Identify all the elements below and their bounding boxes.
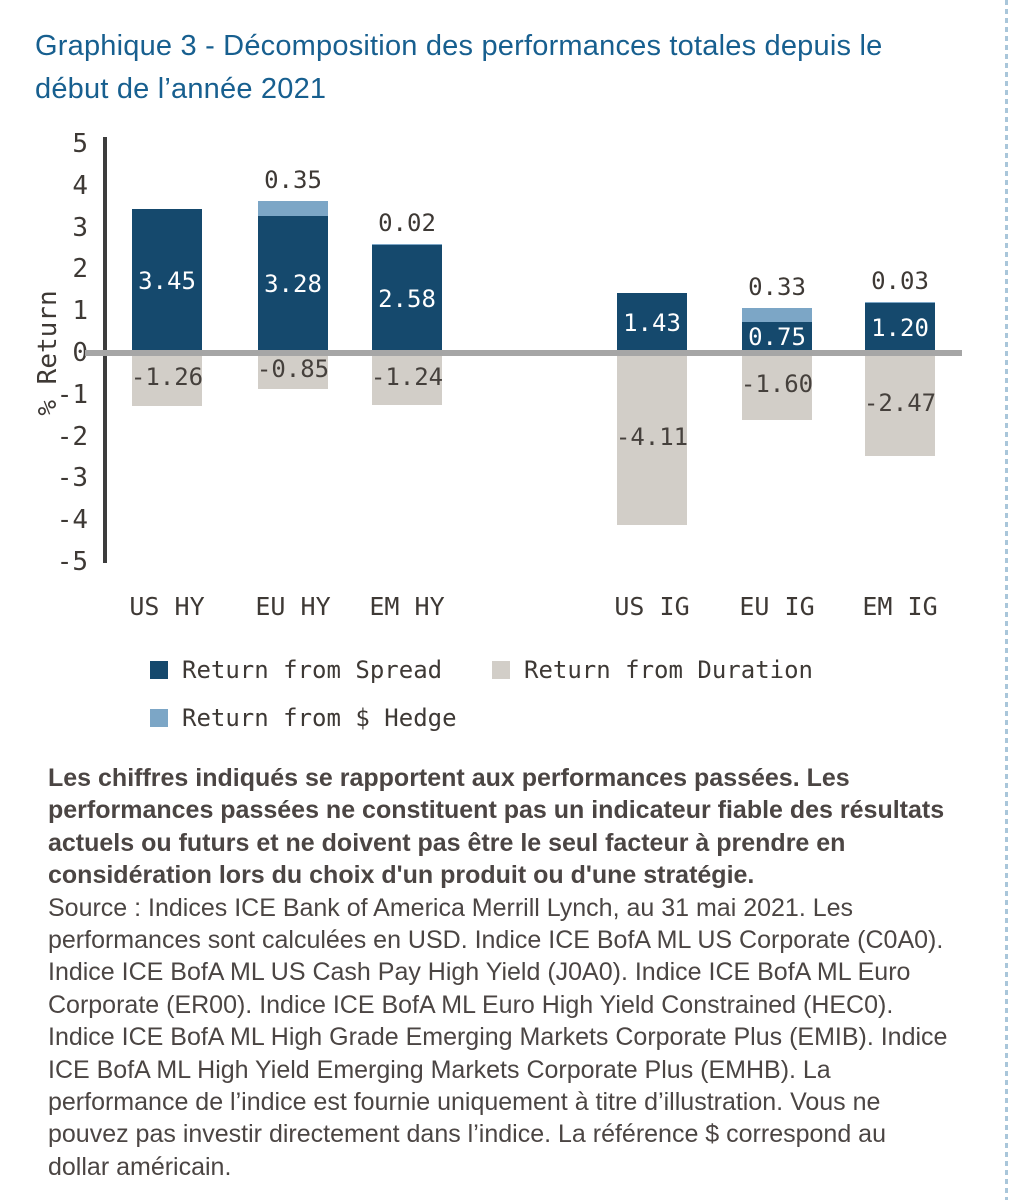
bar-value-label: 1.43 — [623, 309, 681, 338]
legend-swatch — [150, 709, 168, 727]
category-label: US HY — [129, 592, 205, 621]
duration-segment — [742, 353, 812, 420]
duration-segment — [865, 353, 935, 457]
spread-segment — [742, 321, 812, 353]
duration-segment — [258, 353, 328, 389]
bar-value-label: 3.28 — [264, 270, 322, 299]
legend-item: Return from Spread — [150, 657, 442, 683]
hedge-value-label: 0.03 — [871, 266, 929, 295]
footnote-source: Source : Indices ICE Bank of America Mer… — [48, 893, 948, 1181]
bar-value-label: -2.47 — [863, 388, 937, 417]
spread-segment — [617, 293, 687, 353]
legend-label: Return from Spread — [182, 656, 443, 684]
y-tick-label: 0 — [72, 338, 88, 368]
y-tick-label: -1 — [56, 379, 88, 410]
category-label: EU HY — [255, 592, 331, 621]
y-tick-label: 5 — [72, 129, 88, 159]
duration-segment — [617, 353, 687, 525]
hedge-segment — [865, 301, 935, 303]
page-title: Graphique 3 - Décomposition des performa… — [35, 30, 883, 105]
y-tick-label: 2 — [72, 254, 88, 285]
bar-value-label: 2.58 — [378, 285, 436, 314]
y-tick-label: -5 — [56, 547, 88, 577]
bar-value-label: -1.24 — [370, 362, 444, 391]
footnote-disclaimer: Les chiffres indiqués se rapportent aux … — [48, 764, 945, 890]
y-tick-label: -4 — [56, 505, 88, 536]
hedge-value-label: 0.33 — [748, 272, 806, 301]
legend-swatch — [492, 661, 510, 679]
legend-label: Return from $ Hedge — [182, 704, 457, 732]
right-dashed-border — [1005, 0, 1008, 1200]
category-label: EM HY — [369, 592, 445, 621]
duration-segment — [132, 353, 202, 406]
bar-value-label: -4.11 — [615, 422, 689, 451]
zero-line — [85, 350, 962, 356]
bar-value-label: -1.26 — [130, 363, 204, 392]
hedge-value-label: 0.35 — [264, 166, 322, 195]
category-label: EM IG — [862, 592, 938, 621]
spread-segment — [132, 208, 202, 353]
legend-swatch — [150, 661, 168, 679]
y-tick-label: -3 — [56, 463, 88, 494]
legend-item: Return from $ Hedge — [150, 705, 457, 731]
footnote: Les chiffres indiqués se rapportent aux … — [48, 762, 954, 1183]
y-tick-label: 1 — [72, 296, 88, 327]
hedge-segment — [372, 244, 442, 246]
hedge-segment — [742, 307, 812, 322]
bar-value-label: 0.75 — [748, 323, 806, 352]
duration-segment — [372, 353, 442, 405]
bar-value-label: 1.20 — [871, 313, 929, 342]
legend-item: Return from Duration — [492, 657, 813, 683]
bar-value-label: -1.60 — [740, 370, 814, 399]
category-label: US IG — [614, 592, 690, 621]
legend-label: Return from Duration — [524, 656, 813, 684]
hedge-segment — [258, 201, 328, 216]
spread-segment — [865, 302, 935, 353]
category-label: EU IG — [739, 592, 815, 621]
y-tick-label: -2 — [56, 421, 88, 452]
spread-segment — [372, 245, 442, 353]
y-tick-label: 3 — [72, 212, 88, 243]
hedge-value-label: 0.02 — [378, 209, 436, 238]
bar-chart: % Return 5 4 3 2 1 0 -1 -2 -3 -4 -5 3.45 -1.26 US HY 3… — [33, 129, 962, 621]
spread-segment — [258, 215, 328, 353]
bar-value-label: 3.45 — [138, 266, 196, 295]
y-tick-label: 4 — [72, 170, 88, 201]
bar-value-label: -0.85 — [256, 354, 330, 383]
legend: Return from Spread Return from Duration Re… — [0, 640, 1014, 750]
